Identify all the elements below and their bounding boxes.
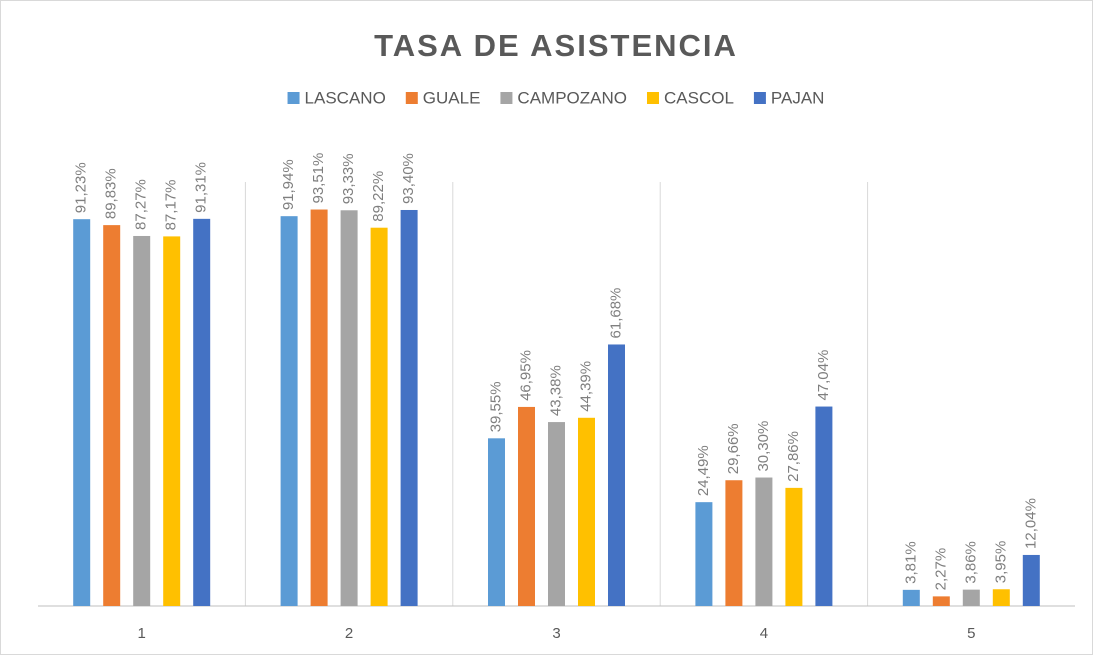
bar <box>310 209 328 607</box>
data-label: 27,86% <box>785 431 802 482</box>
data-label: 46,95% <box>517 350 534 401</box>
bar <box>280 216 298 607</box>
bar <box>578 417 595 606</box>
bar <box>992 589 1010 606</box>
bar <box>695 502 713 606</box>
bar <box>1022 554 1040 606</box>
bar <box>815 406 833 606</box>
bar <box>73 219 91 606</box>
data-label: 91,23% <box>73 162 90 213</box>
bar <box>133 235 151 606</box>
bar <box>518 406 535 606</box>
legend-swatch <box>405 92 418 104</box>
bar <box>488 438 505 606</box>
legend-swatch <box>500 92 513 104</box>
data-label: 87,17% <box>163 180 180 231</box>
legend: LASCANO GUALE CAMPOZANO CASCOL PAJAN <box>287 88 825 107</box>
data-label: 91,94% <box>280 159 297 210</box>
data-label: 89,83% <box>103 168 120 219</box>
x-tick-label: 2 <box>345 625 353 642</box>
bar <box>400 209 418 606</box>
data-label: 91,31% <box>193 162 210 213</box>
bar <box>725 480 743 606</box>
data-label: 39,55% <box>487 381 504 432</box>
x-tick-label: 3 <box>552 625 560 642</box>
data-label: 93,40% <box>400 153 417 204</box>
data-label: 87,27% <box>133 179 150 230</box>
bar <box>755 477 773 606</box>
bar <box>548 422 565 606</box>
data-label: 61,68% <box>607 288 624 339</box>
bar <box>902 589 920 606</box>
legend-label: GUALE <box>423 88 481 107</box>
bar <box>193 218 211 607</box>
bar <box>962 589 980 606</box>
data-label: 44,39% <box>577 361 594 412</box>
bar <box>785 487 803 606</box>
data-label: 29,66% <box>725 423 742 474</box>
legend-swatch <box>753 92 766 104</box>
x-tick-label: 5 <box>967 625 975 642</box>
bar <box>608 344 625 606</box>
legend-label: CAMPOZANO <box>517 88 627 107</box>
data-label: 3,86% <box>962 541 979 584</box>
data-label: 30,30% <box>755 421 772 472</box>
bar <box>932 596 950 606</box>
chart-title: TASA DE ASISTENCIA <box>374 28 738 63</box>
data-label: 24,49% <box>695 445 712 496</box>
bar <box>163 236 181 606</box>
legend-label: PAJAN <box>771 88 825 107</box>
data-label: 3,95% <box>992 541 1009 584</box>
legend-swatch <box>287 92 300 104</box>
data-label: 3,81% <box>902 541 919 584</box>
legend-label: CASCOL <box>664 88 734 107</box>
x-tick-label: 4 <box>760 625 768 642</box>
legend-label: LASCANO <box>305 88 386 107</box>
bar <box>103 225 121 607</box>
data-label: 93,33% <box>340 153 357 204</box>
bar <box>340 210 358 606</box>
data-label: 12,04% <box>1022 498 1039 549</box>
data-label: 93,51% <box>310 153 327 204</box>
data-label: 2,27% <box>932 548 949 591</box>
data-label: 89,22% <box>370 171 387 222</box>
data-label: 43,38% <box>547 365 564 416</box>
legend-swatch <box>646 92 659 104</box>
bar <box>370 227 388 606</box>
x-tick-label: 1 <box>138 625 146 642</box>
data-label: 47,04% <box>815 350 832 401</box>
